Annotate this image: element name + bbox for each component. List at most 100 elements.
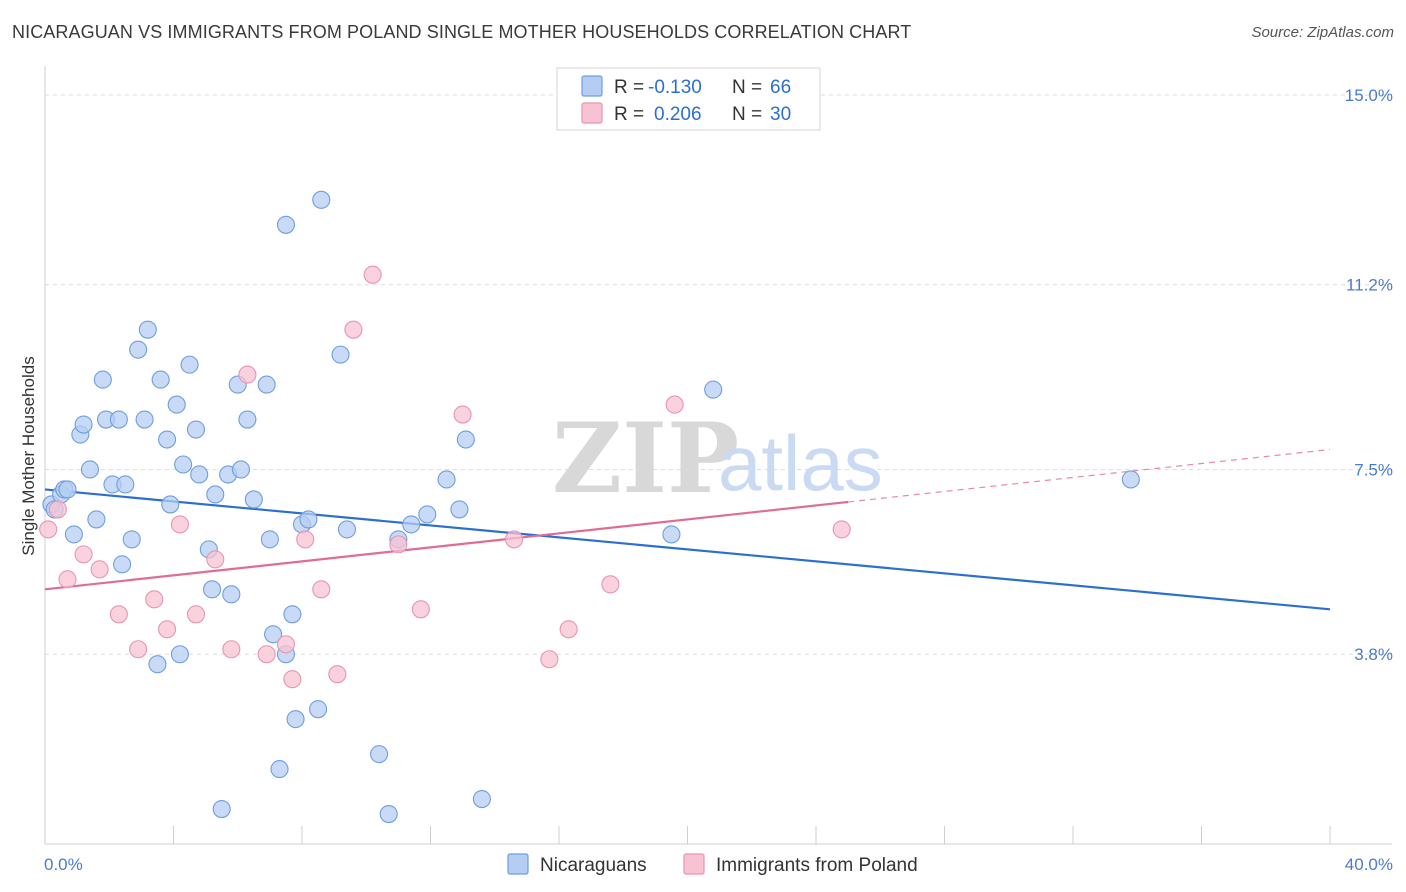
nicaraguans-point	[174, 455, 193, 474]
nicaraguans-point	[450, 500, 469, 519]
y-tick-label: 3.8%	[1354, 645, 1393, 664]
nicaraguans-point	[161, 495, 180, 514]
legend-bottom: Nicaraguans Immigrants from Poland	[507, 853, 918, 876]
trend-lines	[44, 448, 1331, 611]
nicaraguans-point	[64, 525, 83, 544]
poland-point	[601, 575, 620, 594]
legend-r-value-2: 0.206	[654, 104, 702, 125]
nicaraguans-point	[270, 760, 289, 779]
poland-point	[411, 600, 430, 619]
nicaraguans-point	[151, 370, 170, 389]
nicaraguans-point	[244, 490, 263, 509]
poland-point	[283, 670, 302, 689]
poland-trend-line	[44, 500, 849, 591]
nicaraguans-point	[418, 505, 437, 524]
nicaraguans-point	[299, 510, 318, 529]
y-tick-label: 15.0%	[1345, 86, 1393, 105]
nicaraguans-point	[286, 710, 305, 729]
y-axis-title: Single Mother Households	[19, 356, 38, 555]
y-tick-label: 7.5%	[1354, 460, 1393, 479]
x-tick-label: 0.0%	[44, 855, 83, 874]
nicaraguans-point	[206, 485, 225, 504]
nicaraguans-point	[109, 410, 128, 429]
nicaraguans-point	[309, 700, 328, 719]
poland-point	[129, 640, 148, 659]
nicaraguans-point	[129, 340, 148, 359]
nicaraguans-point	[212, 799, 231, 819]
axes: 3.8% 7.5% 11.2% 15.0% 0.0% 40.0%	[44, 66, 1393, 874]
source-credit: Source: ZipAtlas.com	[1251, 24, 1394, 41]
poland-point	[665, 395, 684, 414]
legend-n-value-1: 66	[770, 77, 791, 98]
nicaraguans-point	[472, 790, 491, 809]
poland-point	[832, 520, 851, 539]
watermark: ZIP atlas	[552, 402, 883, 515]
legend-r-label-1: R =	[614, 77, 649, 98]
data-points	[39, 190, 1140, 824]
nicaraguans-point	[456, 430, 475, 449]
nicaraguans-point	[148, 655, 167, 674]
y-tick-label: 11.2%	[1346, 276, 1393, 295]
nicaraguans-point	[87, 510, 106, 529]
nicaraguans-point	[135, 410, 154, 429]
legend-r-label-2: R =	[614, 104, 649, 125]
poland-trend-line-extension	[848, 448, 1331, 503]
poland-point	[504, 530, 524, 549]
nicaraguans-point	[116, 475, 135, 494]
nicaraguans-point	[312, 190, 331, 209]
nicaraguans-point	[138, 320, 157, 339]
nicaraguans-point	[704, 380, 723, 399]
poland-point	[363, 265, 382, 284]
nicaraguans-point	[264, 625, 283, 644]
legend-n-label-1: N =	[732, 77, 767, 98]
poland-point	[238, 365, 257, 384]
poland-point	[257, 645, 276, 664]
nicaraguans-point	[276, 215, 295, 234]
poland-point	[389, 535, 408, 554]
chart-title: NICARAGUAN VS IMMIGRANTS FROM POLAND SIN…	[12, 22, 912, 42]
poland-point	[186, 605, 206, 624]
legend-bottom-label-nicaraguans: Nicaraguans	[540, 855, 647, 876]
nicaraguans-point	[158, 430, 177, 449]
nicaraguans-point	[180, 355, 199, 374]
poland-point	[344, 320, 363, 339]
legend-row-1: R = -0.130 N = 66	[614, 77, 791, 98]
nicaraguans-point	[260, 530, 279, 549]
nicaraguans-point	[203, 580, 222, 599]
watermark-atlas: atlas	[718, 419, 883, 507]
nicaraguans-point	[337, 520, 357, 539]
legend-n-label-2: N =	[732, 104, 767, 125]
poland-point	[170, 515, 189, 534]
legend-n-value-2: 30	[770, 104, 791, 125]
poland-point	[158, 620, 177, 639]
poland-point	[74, 545, 93, 564]
poland-point	[90, 560, 109, 579]
nicaraguans-point	[80, 460, 100, 479]
poland-point	[296, 530, 315, 549]
nicaraguans-point	[170, 645, 189, 664]
poland-point	[145, 590, 164, 609]
legend-swatch-blue	[581, 75, 603, 97]
legend-top: R = -0.130 N = 66 R = 0.206 N = 30	[556, 67, 821, 131]
poland-point	[222, 640, 241, 659]
nicaraguans-point	[93, 370, 112, 389]
poland-point	[206, 550, 225, 569]
poland-point	[48, 500, 67, 519]
nicaraguans-point	[74, 415, 93, 434]
nicaraguans-point	[379, 804, 398, 824]
nicaraguans-point	[257, 375, 276, 394]
watermark-zip: ZIP	[552, 402, 739, 515]
nicaraguans-point	[331, 345, 350, 364]
legend-row-2: R = 0.206 N = 30	[614, 104, 791, 125]
poland-point	[559, 620, 578, 639]
poland-point	[58, 570, 77, 589]
nicaraguans-point	[186, 420, 206, 439]
legend-r-value-1: -0.130	[648, 77, 702, 98]
poland-point	[540, 650, 559, 669]
poland-point	[312, 580, 331, 599]
nicaraguans-point	[113, 555, 132, 574]
poland-point	[39, 520, 58, 539]
nicaraguans-trend-line	[44, 488, 1331, 611]
nicaraguans-point	[122, 530, 141, 549]
